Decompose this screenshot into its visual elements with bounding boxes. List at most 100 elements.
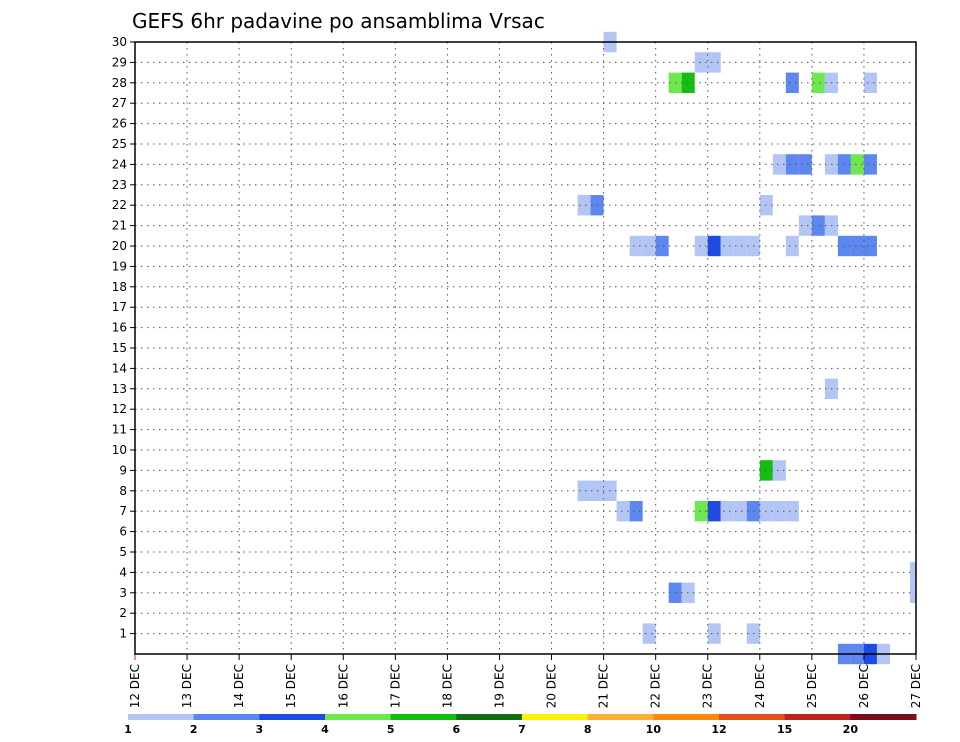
- cell-2: [707, 52, 721, 73]
- xtick-label-13: 25 DEC: [805, 664, 819, 708]
- xtick-label-4: 16 DEC: [336, 664, 350, 708]
- xtick-label-1: 13 DEC: [180, 664, 194, 708]
- cell-43: [707, 501, 721, 522]
- cell-14: [850, 154, 864, 175]
- cell-48: [772, 501, 786, 522]
- cbar-swatch-10: [784, 714, 851, 720]
- cell-55: [707, 623, 721, 644]
- cell-6: [811, 72, 825, 93]
- cell-42: [694, 501, 708, 522]
- cell-23: [642, 235, 656, 257]
- cell-25: [694, 235, 708, 257]
- ytick-label-28: 28: [112, 76, 127, 90]
- plot-frame: [134, 41, 917, 655]
- cbar-label-7: 8: [584, 723, 592, 736]
- ytick-label-25: 25: [112, 137, 127, 151]
- cell-22: [629, 235, 643, 257]
- xtick-label-6: 18 DEC: [440, 664, 454, 708]
- ytick-label-15: 15: [112, 341, 127, 355]
- cbar-swatch-4: [390, 714, 457, 720]
- cell-45: [733, 501, 747, 522]
- ytick-label-10: 10: [112, 443, 127, 457]
- cbar-swatch-0: [128, 714, 195, 720]
- cbar-label-0: 1: [124, 723, 132, 736]
- cbar-swatch-5: [456, 714, 523, 720]
- cbar-label-3: 4: [321, 723, 329, 736]
- ytick-label-8: 8: [119, 484, 127, 498]
- cbar-label-4: 5: [387, 723, 395, 736]
- ytick-label-22: 22: [112, 198, 127, 212]
- cell-37: [577, 480, 591, 501]
- ytick-label-11: 11: [112, 423, 127, 437]
- ytick-label-7: 7: [119, 504, 127, 518]
- cell-15: [863, 154, 877, 175]
- cell-24: [655, 235, 669, 257]
- xtick-label-14: 26 DEC: [857, 664, 871, 708]
- ytick-label-1: 1: [119, 627, 127, 641]
- cbar-label-8: 10: [646, 723, 662, 736]
- cbar-swatch-2: [259, 714, 326, 720]
- cell-32: [850, 235, 864, 257]
- grid-lines: [135, 42, 916, 654]
- cbar-label-10: 15: [777, 723, 792, 736]
- ytick-label-14: 14: [112, 361, 127, 375]
- xtick-label-0: 12 DEC: [128, 664, 142, 708]
- cell-20: [811, 215, 825, 236]
- ytick-label-5: 5: [119, 545, 127, 559]
- cbar-swatch-11: [850, 714, 917, 720]
- cell-33: [863, 235, 877, 257]
- cbar-label-5: 6: [453, 723, 461, 736]
- ytick-label-17: 17: [112, 300, 127, 314]
- xtick-label-15: 27 DEC: [909, 664, 923, 708]
- ytick-label-6: 6: [119, 525, 127, 539]
- ytick-label-3: 3: [119, 586, 127, 600]
- cell-11: [798, 154, 812, 175]
- xtick-label-8: 20 DEC: [545, 664, 559, 708]
- cbar-label-9: 12: [711, 723, 726, 736]
- xtick-label-7: 19 DEC: [492, 664, 506, 708]
- y-axis: 1234567891011121314151617181920212223242…: [112, 35, 135, 641]
- cell-30: [785, 235, 799, 257]
- xtick-label-2: 14 DEC: [232, 664, 246, 708]
- x-axis: 12 DEC 13 DEC 14 DEC 15 DEC 16 DEC 17 DEC 18 D…: [128, 654, 923, 708]
- ytick-label-4: 4: [119, 565, 127, 579]
- cell-49: [785, 501, 799, 522]
- xtick-label-11: 23 DEC: [701, 664, 715, 708]
- cell-41: [629, 501, 643, 522]
- cell-1: [694, 52, 708, 73]
- cell-44: [720, 501, 734, 522]
- cell-8: [863, 72, 877, 93]
- xtick-label-10: 22 DEC: [649, 664, 663, 708]
- cbar-swatch-7: [587, 714, 654, 720]
- cell-51: [910, 582, 916, 603]
- cell-50: [910, 562, 916, 583]
- ytick-label-29: 29: [112, 55, 127, 69]
- cbar-swatch-6: [522, 714, 589, 720]
- ytick-label-19: 19: [112, 259, 127, 273]
- xtick-label-5: 17 DEC: [388, 664, 402, 708]
- cell-54: [642, 623, 656, 644]
- cell-9: [772, 154, 786, 175]
- chart-title: GEFS 6hr padavine po ansamblima Vrsac: [132, 9, 545, 33]
- ytick-label-18: 18: [112, 280, 127, 294]
- cbar-label-6: 7: [518, 723, 526, 736]
- ytick-label-30: 30: [112, 35, 127, 49]
- cell-36: [772, 460, 786, 481]
- cell-28: [733, 235, 747, 257]
- cbar-swatch-8: [653, 714, 720, 720]
- cell-19: [798, 215, 812, 236]
- cbar-label-1: 2: [190, 723, 198, 736]
- cell-16: [577, 195, 591, 216]
- xtick-label-12: 24 DEC: [753, 664, 767, 708]
- cell-5: [785, 72, 799, 93]
- xtick-label-9: 21 DEC: [597, 664, 611, 708]
- cbar-swatch-9: [719, 714, 786, 720]
- ytick-label-2: 2: [119, 606, 127, 620]
- ytick-label-12: 12: [112, 402, 127, 416]
- xtick-label-3: 15 DEC: [284, 664, 298, 708]
- cbar-label-2: 3: [256, 723, 264, 736]
- ytick-label-16: 16: [112, 321, 127, 335]
- colorbar: 1 2 3 4 5 6 7 8 10 12 15 20: [124, 714, 917, 736]
- ytick-label-26: 26: [112, 117, 127, 131]
